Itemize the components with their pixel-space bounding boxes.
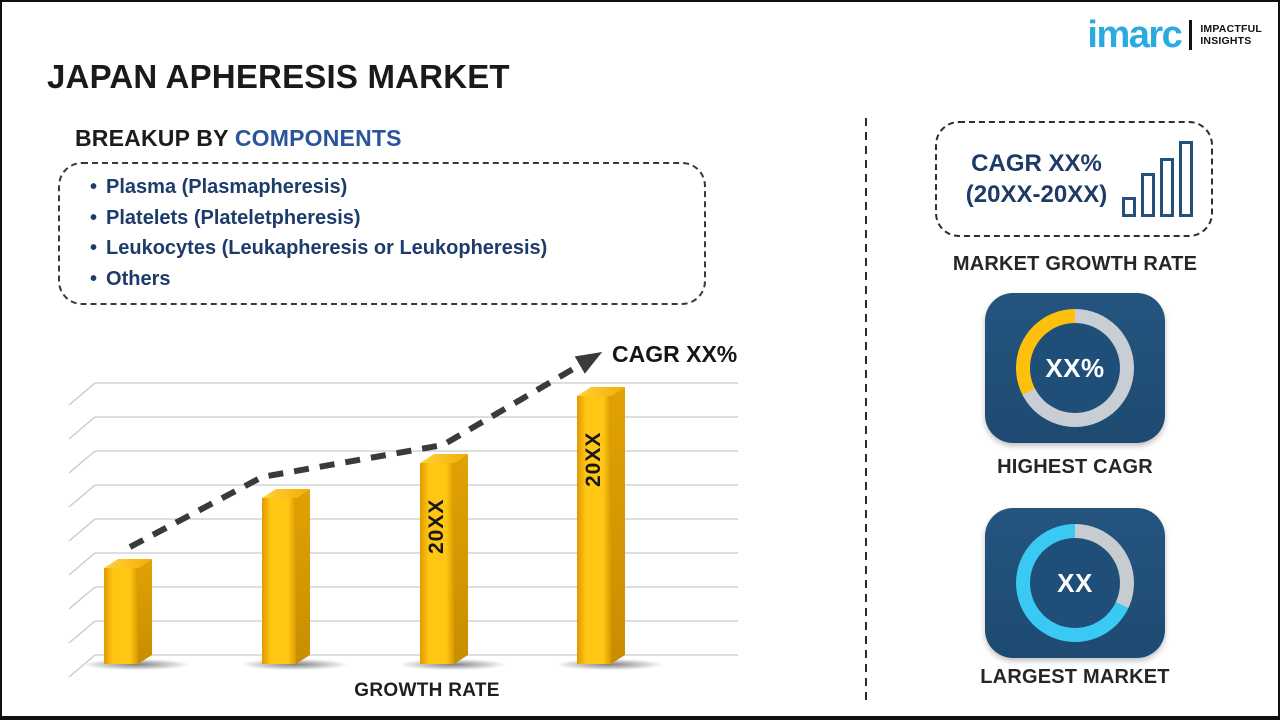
bar-side-face [454, 454, 468, 664]
components-list-box: • Plasma (Plasmapheresis) • Platelets (Plat… [58, 162, 706, 305]
component-list-item: • Platelets (Plateletpheresis) [90, 203, 704, 234]
largest-market-value: XX [1030, 538, 1120, 628]
component-list-text: Others [106, 267, 171, 290]
cagr-annotation: CAGR XX% [612, 341, 738, 367]
section-divider [865, 118, 867, 700]
bullet-icon: • [90, 267, 98, 290]
chart-bar-2 [262, 489, 310, 664]
highest-cagr-label: HIGHEST CAGR [997, 456, 1153, 478]
bar-chart-icon-bar1 [1122, 197, 1136, 217]
imarc-wordmark: imarc [1087, 14, 1182, 56]
xaxis-label: GROWTH RATE [354, 680, 500, 701]
logo-tagline-line1: IMPACTFUL [1200, 22, 1262, 35]
logo-tagline-line2: INSIGHTS [1200, 35, 1252, 47]
chart-bar-3: 20XX [420, 454, 468, 664]
bullet-icon: • [90, 176, 98, 198]
imarc-logo: imarc IMPACTFUL INSIGHTS [1087, 16, 1262, 54]
cagr-range-line2: (20XX-20XX) [965, 181, 1108, 208]
bar-side-face [138, 559, 152, 664]
largest-market-tile: XX [985, 508, 1165, 658]
growth-chart: CAGR XX% GROWTH RATE 20XX 20XX [60, 340, 750, 712]
breakup-heading-prefix: BREAKUP BY [75, 125, 235, 151]
component-list-item: • Leukocytes (Leukapheresis or Leukophere… [90, 233, 704, 264]
component-list-item: • Plasma (Plasmapheresis) [90, 172, 704, 203]
bar-chart-icon-bar4 [1179, 141, 1193, 217]
chart-gridlines [68, 382, 738, 678]
highest-cagr-value: XX% [1030, 323, 1120, 413]
component-list-text: Leukocytes (Leukapheresis or Leukopheres… [106, 237, 548, 259]
bar-side-face [611, 387, 625, 664]
bar-chart-icon-bar3 [1160, 158, 1174, 217]
cagr-range-box: CAGR XX% (20XX-20XX) [935, 121, 1213, 237]
bar-chart-icon-bar2 [1141, 173, 1155, 217]
page-title: JAPAN APHERESIS MARKET [47, 58, 510, 95]
chart-bar-4: 20XX [577, 387, 625, 664]
bar-top-face [577, 387, 625, 396]
highest-cagr-donut: XX% [1016, 309, 1134, 427]
bar-top-face [104, 559, 152, 568]
largest-market-donut: XX [1016, 524, 1134, 642]
chart-bar-1 [104, 559, 152, 664]
bar-side-face [296, 489, 310, 664]
bar-year-label: 20XX [425, 498, 448, 554]
cagr-range-text: CAGR XX% (20XX-20XX) [957, 148, 1116, 210]
bar-front-face [262, 498, 296, 664]
breakup-heading-highlight: COMPONENTS [234, 125, 402, 151]
logo-tagline: IMPACTFUL INSIGHTS [1200, 23, 1262, 47]
bar-front-face [104, 568, 138, 664]
component-list-text: Plasma (Plasmapheresis) [106, 176, 348, 198]
component-list-text: Platelets (Plateletpheresis) [106, 206, 361, 229]
bullet-icon: • [90, 206, 98, 229]
cagr-range-line1: CAGR XX% [971, 150, 1102, 177]
largest-market-label: LARGEST MARKET [980, 666, 1170, 688]
breakup-heading: BREAKUP BY COMPONENTS [75, 125, 402, 152]
component-list-item: • Others [90, 264, 704, 295]
logo-divider [1189, 20, 1193, 50]
bullet-icon: • [90, 237, 98, 259]
bar-year-label: 20XX [582, 431, 605, 487]
market-growth-rate-label: MARKET GROWTH RATE [952, 253, 1198, 275]
bar-chart-icon [1122, 141, 1193, 217]
highest-cagr-tile: XX% [985, 293, 1165, 443]
